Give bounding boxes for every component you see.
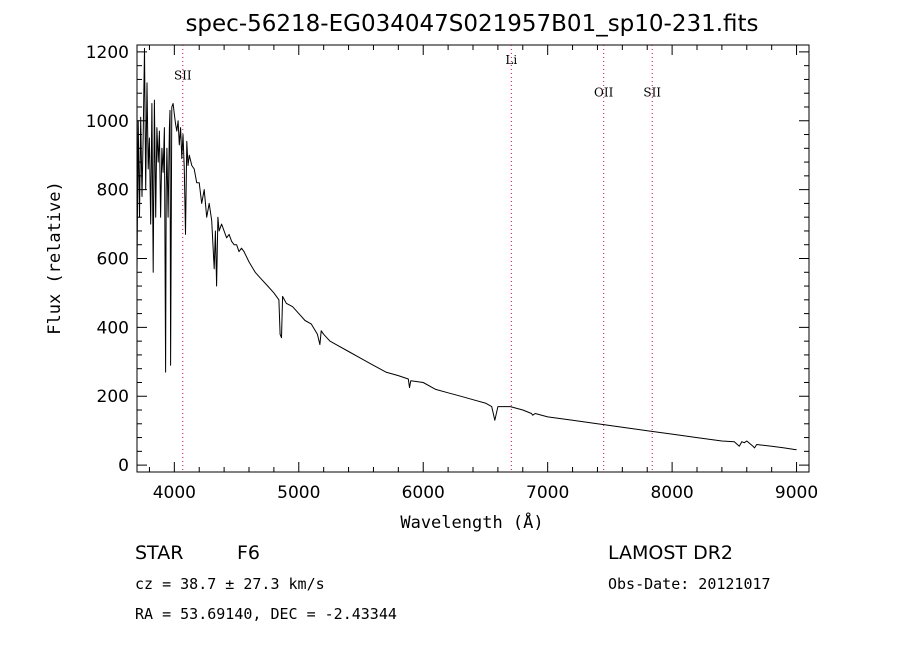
reference-lines: SII Li OII SII	[174, 45, 661, 472]
y-axis-ticks: 0 200 400 600 800 1000 1200	[86, 43, 809, 476]
x-tick-label: 6000	[402, 483, 445, 503]
y-tick-label: 800	[97, 181, 129, 201]
x-axis-label: Wavelength (Å)	[400, 511, 543, 533]
x-tick-label: 5000	[277, 483, 320, 503]
survey-name: LAMOST DR2	[608, 542, 733, 564]
object-class: STAR	[135, 542, 184, 564]
y-tick-label: 0	[118, 456, 129, 476]
object-subclass: F6	[237, 542, 261, 564]
reference-line-label: Li	[505, 53, 517, 67]
x-tick-label: 7000	[526, 483, 569, 503]
y-tick-label: 200	[97, 387, 129, 407]
x-tick-label: 4000	[153, 483, 196, 503]
y-axis-label: Flux (relative)	[45, 181, 65, 335]
y-tick-label: 1200	[86, 43, 129, 63]
y-tick-label: 400	[97, 318, 129, 338]
redshift-velocity: cz = 38.7 ± 27.3 km/s	[135, 575, 325, 593]
x-axis-ticks: 4000 5000 6000 7000 8000 9000	[148, 45, 818, 503]
x-tick-label: 8000	[650, 483, 693, 503]
spectrum-chart: spec-56218-EG034047S021957B01_sp10-231.f…	[45, 11, 818, 533]
plot-frame	[136, 44, 810, 473]
reference-line-label: OII	[594, 86, 614, 100]
y-tick-label: 600	[97, 250, 129, 270]
spectrum-line	[136, 47, 797, 451]
x-tick-label: 9000	[775, 483, 818, 503]
coordinates: RA = 53.69140, DEC = -2.43344	[135, 605, 397, 623]
reference-line-label: SII	[643, 86, 661, 100]
y-tick-label: 1000	[86, 112, 129, 132]
spectrum-series	[136, 47, 797, 451]
chart-title: spec-56218-EG034047S021957B01_sp10-231.f…	[185, 11, 758, 37]
observation-date: Obs-Date: 20121017	[608, 575, 771, 593]
reference-line-label: SII	[174, 68, 192, 82]
